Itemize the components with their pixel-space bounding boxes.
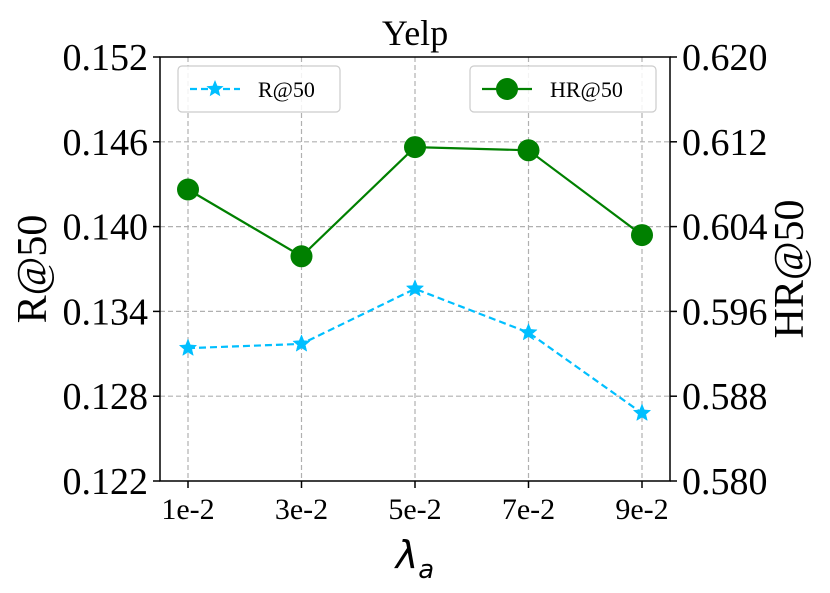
left-tick-label: 0.140 xyxy=(63,207,149,249)
x-tick-label: 3e-2 xyxy=(275,493,328,526)
legend-label: HR@50 xyxy=(550,77,623,102)
right-tick-label: 0.604 xyxy=(682,207,768,249)
x-tick-label: 7e-2 xyxy=(502,493,555,526)
right-tick-label: 0.596 xyxy=(682,291,768,333)
data-point-circle xyxy=(404,136,426,159)
right-tick-label: 0.580 xyxy=(682,461,768,503)
right-axis-title: HR@50 xyxy=(767,199,813,338)
data-point-star xyxy=(632,403,652,421)
chart-title: Yelp xyxy=(382,13,448,53)
legend-left: R@50 xyxy=(177,65,341,113)
x-tick-label: 5e-2 xyxy=(388,493,441,526)
left-axis-title: R@50 xyxy=(10,215,56,324)
legend-marker-circle xyxy=(496,78,518,100)
x-axis-title-symbol: λ xyxy=(394,533,419,577)
data-point-star xyxy=(178,338,198,356)
series-left xyxy=(178,279,652,421)
legend-box xyxy=(177,65,341,113)
data-point-star xyxy=(519,322,538,341)
data-point-circle xyxy=(631,224,653,247)
data-point-circle xyxy=(177,178,199,201)
data-point-star xyxy=(292,334,311,352)
left-tick-label: 0.146 xyxy=(63,122,149,164)
grid xyxy=(160,57,670,481)
series-right xyxy=(177,136,653,268)
left-tick-label: 0.122 xyxy=(63,461,149,503)
x-tick-label: 9e-2 xyxy=(615,493,668,526)
x-axis-title-subscript: a xyxy=(418,555,434,585)
right-tick-label: 0.588 xyxy=(682,376,768,418)
x-axis-title: λa xyxy=(394,533,434,585)
data-point-circle xyxy=(290,245,313,268)
right-tick-label: 0.612 xyxy=(682,122,768,164)
right-tick-label: 0.620 xyxy=(682,37,768,79)
left-tick-label: 0.128 xyxy=(63,376,149,418)
x-tick-label: 1e-2 xyxy=(161,493,214,526)
legend-label: R@50 xyxy=(258,77,315,102)
left-tick-label: 0.152 xyxy=(63,37,149,79)
data-point-star xyxy=(405,279,425,297)
legend-right: HR@50 xyxy=(469,65,657,113)
legends: R@50 HR@50 xyxy=(177,65,657,113)
left-tick-label: 0.134 xyxy=(63,291,149,333)
legend-marker-star xyxy=(206,80,224,97)
legend-box xyxy=(469,65,657,113)
series-line xyxy=(187,287,643,415)
data-point-circle xyxy=(517,139,540,162)
series-layer xyxy=(177,136,653,421)
ticks: 0.122 0.580 0.128 0.588 0.134 0.596 0.140 0.604… xyxy=(63,37,768,526)
